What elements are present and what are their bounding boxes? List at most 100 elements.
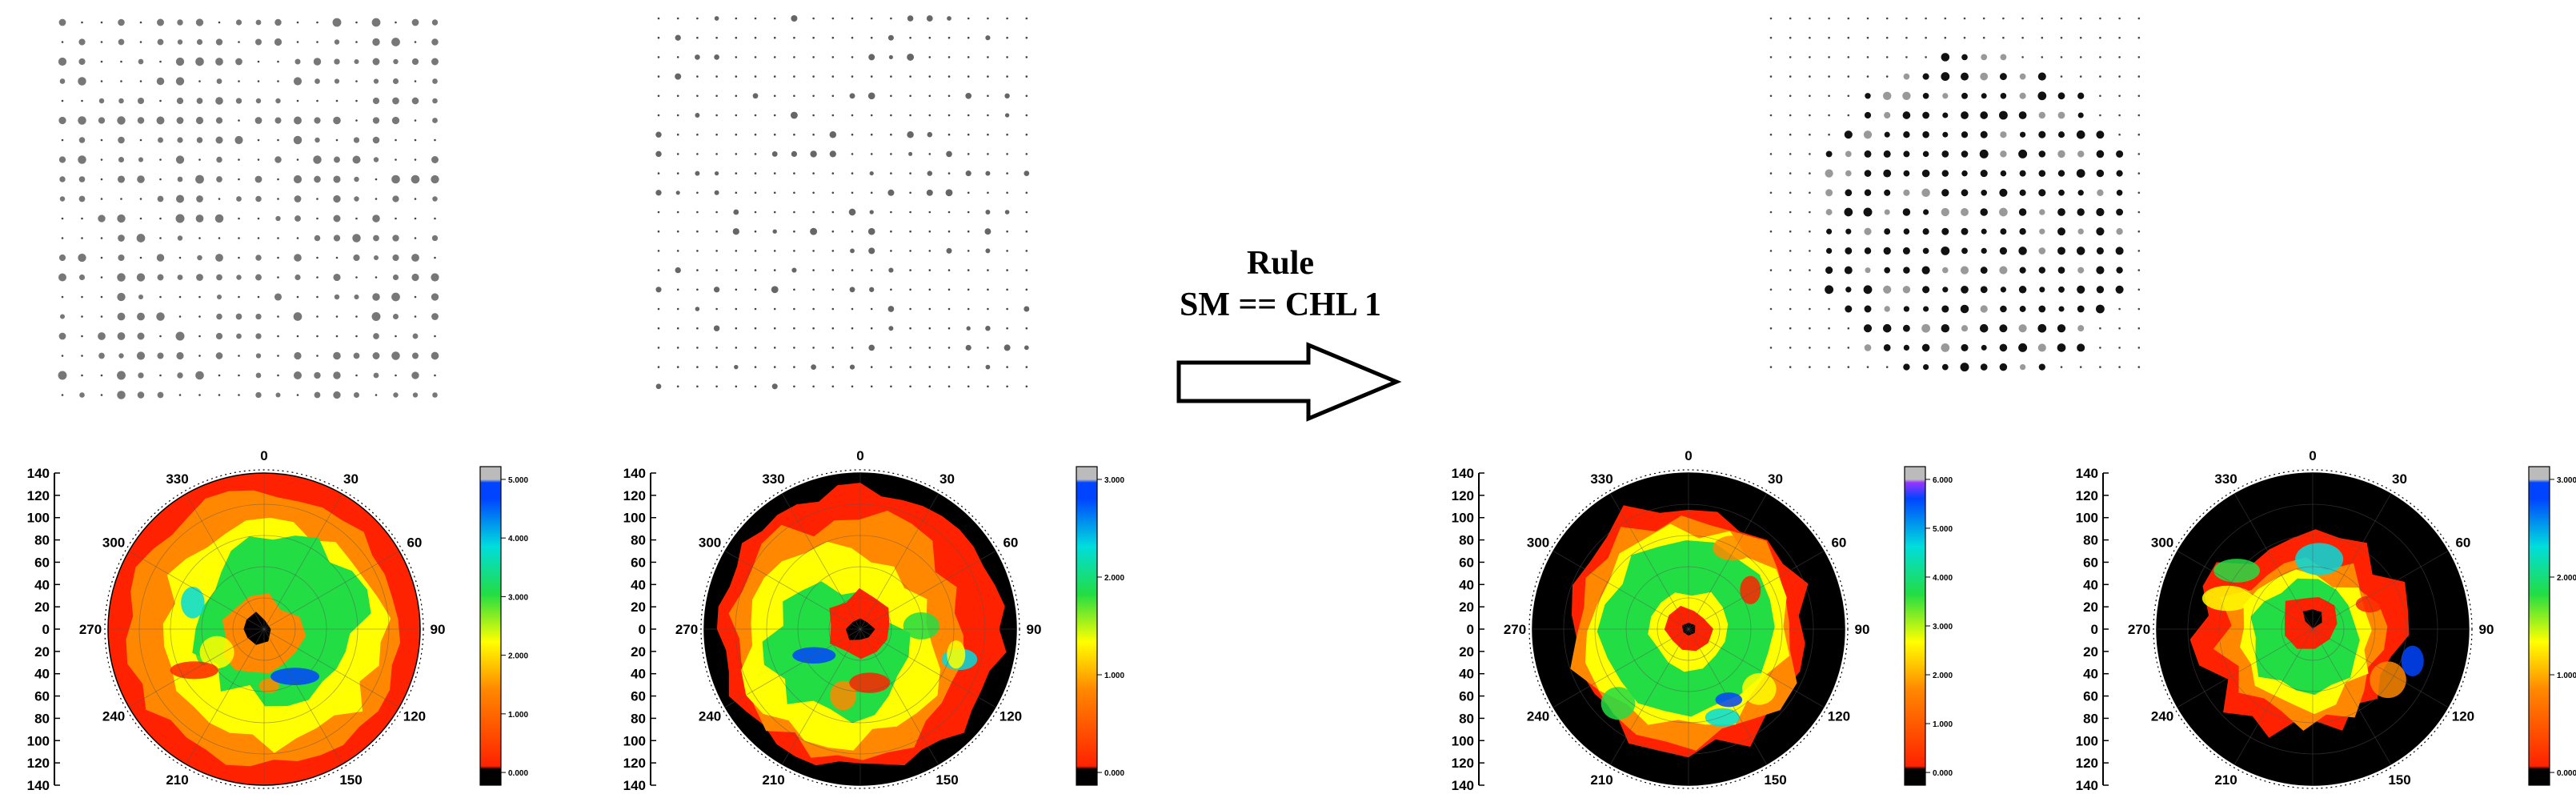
grid-dot	[909, 269, 911, 271]
grid-dot	[139, 21, 142, 24]
grid-dot	[1922, 111, 1929, 119]
grid-dot	[2057, 324, 2066, 333]
grid-dot	[100, 178, 103, 181]
grid-dot	[355, 217, 358, 220]
grid-dot	[793, 56, 795, 58]
grid-dot	[1847, 36, 1850, 39]
grid-dot	[395, 335, 397, 338]
grid-dot	[1864, 170, 1872, 177]
grid-dot	[1769, 17, 1773, 20]
grid-dot	[175, 57, 185, 66]
grid-dot	[754, 269, 757, 271]
angle-label: 240	[699, 709, 721, 724]
grid-dot	[1789, 307, 1792, 311]
grid-dot	[831, 347, 835, 349]
grid-dot	[2057, 170, 2065, 177]
grid-dot	[61, 217, 64, 220]
grid-dot	[257, 295, 260, 299]
grid-spoke	[724, 551, 861, 630]
grid-dot	[2038, 111, 2045, 119]
grid-dot	[2057, 227, 2065, 236]
grid-dot	[81, 21, 83, 24]
grid-dot	[773, 133, 776, 136]
angle-label: 120	[1000, 709, 1022, 724]
grid-dot	[888, 54, 893, 59]
grid-dot	[2118, 56, 2121, 58]
grid-dot	[100, 374, 103, 377]
grid-dot	[829, 130, 837, 138]
grid-dot	[293, 77, 302, 86]
grid-dot	[657, 172, 660, 174]
grid-dot	[373, 372, 379, 379]
scale-label: 20	[1459, 644, 1474, 660]
grid-dot	[1885, 56, 1889, 58]
grid-dot	[391, 174, 400, 184]
grid-dot	[333, 391, 341, 399]
grid-dot	[1921, 188, 1930, 198]
grid-dot	[1789, 17, 1792, 20]
grid-dot	[1982, 17, 1985, 20]
grid-dot	[1844, 130, 1853, 139]
grid-dot	[2118, 94, 2121, 98]
colorbar-tick-label: 3.000	[508, 593, 528, 602]
grid-dot	[1981, 54, 1988, 61]
grid-dot	[1961, 131, 1969, 138]
grid-dot	[1845, 170, 1852, 177]
grid-dot	[277, 335, 279, 338]
grid-dot	[908, 151, 913, 156]
grid-dot	[851, 307, 854, 311]
polar-plot-2: 140 120 100 80 60 40 20 0 20 40 60 80 100 120 140 0 30 60…	[623, 448, 1124, 798]
grid-dot	[967, 211, 970, 214]
contour-spot	[830, 680, 857, 711]
grid-dot	[78, 155, 86, 164]
grid-dot	[432, 118, 438, 123]
scale-label: 80	[34, 711, 50, 726]
scale-label: 80	[631, 533, 646, 548]
grid-dot	[2137, 230, 2141, 233]
grid-dot	[255, 255, 262, 261]
grid-dot	[215, 97, 223, 105]
angle-label: 210	[166, 772, 188, 788]
angle-label: 150	[1764, 772, 1786, 788]
grid-dot	[851, 36, 854, 39]
grid-dot	[118, 353, 124, 359]
grid-dot	[831, 36, 835, 39]
grid-dot	[353, 137, 360, 143]
grid-dot	[831, 327, 835, 330]
grid-dot	[431, 293, 439, 301]
grid-dot	[277, 276, 279, 279]
grid-dot	[851, 191, 854, 194]
grid-dot	[793, 36, 795, 39]
grid-dot	[928, 385, 931, 388]
grid-dot	[676, 133, 679, 136]
grid-dot	[2037, 91, 2047, 101]
grid-dot	[2057, 111, 2065, 119]
grid-dot	[987, 307, 989, 311]
grid-dot	[754, 114, 757, 117]
grid-dot	[1006, 17, 1008, 20]
grid-dot	[1809, 75, 1811, 78]
grid-dot	[59, 196, 66, 202]
grid-dot	[1921, 266, 1930, 275]
grid-dot	[157, 391, 164, 399]
grid-dot	[175, 331, 185, 341]
grid-dot	[277, 138, 279, 142]
grid-dot	[947, 366, 951, 368]
grid-dot	[754, 36, 757, 39]
grid-dot	[1006, 366, 1008, 368]
grid-dot	[355, 335, 358, 338]
grid-dot	[118, 235, 125, 242]
grid-dot	[793, 288, 795, 291]
grid-dot	[773, 269, 776, 271]
grid-dot	[1941, 305, 1949, 313]
grid-dot	[735, 153, 738, 155]
grid-dot	[965, 170, 972, 177]
grid-dot	[1769, 327, 1773, 330]
grid-dot	[215, 332, 223, 340]
grid-dot	[434, 335, 436, 338]
grid-dot	[296, 237, 299, 239]
grid-dot	[928, 230, 931, 233]
scale-label: 80	[2083, 533, 2098, 548]
grid-dot	[967, 153, 970, 155]
grid-dot	[676, 307, 679, 311]
